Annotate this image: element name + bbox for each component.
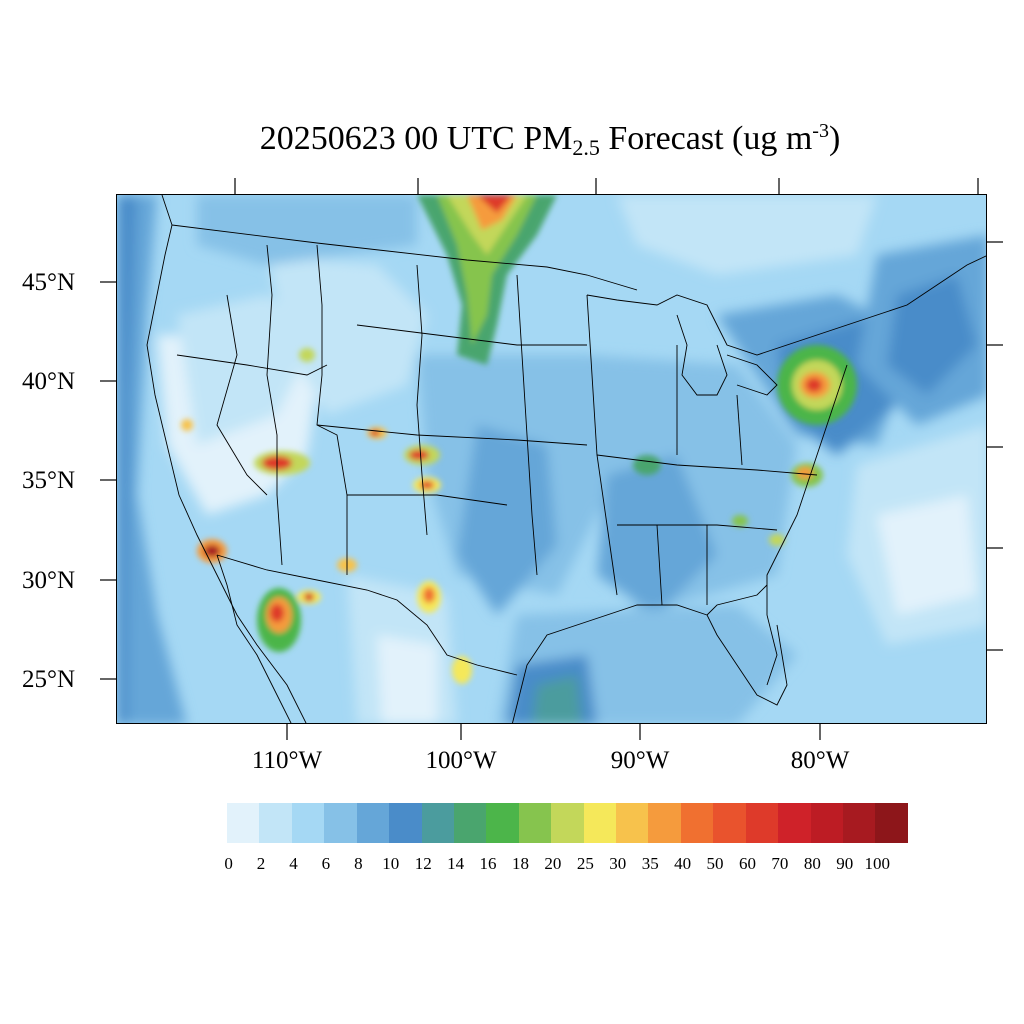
colorbar-label: 60 [738, 854, 756, 873]
colorbar-swatch [875, 803, 908, 843]
colorbar-label: 25 [576, 854, 594, 873]
colorbar-label: 20 [544, 854, 562, 873]
colorbar-label: 4 [289, 854, 298, 873]
colorbar-swatch [389, 803, 422, 843]
colorbar [227, 803, 908, 843]
colorbar-swatch [583, 803, 617, 843]
colorbar-swatch [713, 803, 746, 843]
map-title: 20250623 00 UTC PM2.5 Forecast (ug m-3) [259, 120, 841, 160]
colorbar-label: 50 [706, 854, 724, 873]
lon-label-100w: 100°W [425, 747, 497, 774]
colorbar-swatch [291, 803, 325, 843]
colorbar-label: 2 [256, 854, 266, 873]
colorbar-label: 40 [674, 854, 692, 873]
colorbar-swatch [356, 803, 390, 843]
colorbar-label: 35 [641, 854, 659, 873]
colorbar-swatch [259, 803, 292, 843]
colorbar-swatch [680, 803, 714, 843]
colorbar-label: 12 [414, 854, 432, 873]
colorbar-swatch [745, 803, 779, 843]
map-panel [116, 194, 987, 724]
colorbar-swatch [648, 803, 681, 843]
colorbar-label: 14 [447, 854, 465, 873]
southwest-fire-hotspots [181, 348, 785, 684]
lat-label-30n: 30°N [22, 567, 76, 594]
lon-label-90w: 90°W [610, 747, 670, 774]
colorbar-swatch [453, 803, 487, 843]
colorbar-swatch [421, 803, 454, 843]
colorbar-label: 6 [321, 854, 331, 873]
colorbar-label: 100 [864, 854, 890, 873]
northeast-hotspot [777, 345, 857, 487]
colorbar-swatch [324, 803, 357, 843]
colorbar-label: 10 [382, 854, 400, 873]
colorbar-label: 70 [771, 854, 789, 873]
colorbar-label: 18 [511, 854, 529, 873]
colorbar-label: 8 [354, 854, 363, 873]
lat-label-25n: 25°N [22, 666, 76, 693]
lat-label-40n: 40°N [22, 368, 76, 395]
colorbar-swatch [843, 803, 876, 843]
colorbar-label: 80 [803, 854, 821, 873]
colorbar-swatch [810, 803, 844, 843]
northern-smoke-plume [417, 195, 557, 365]
colorbar-swatch [518, 803, 552, 843]
lat-label-35n: 35°N [22, 467, 76, 494]
pm25-field-map [117, 195, 986, 723]
lon-label-80w: 80°W [790, 747, 850, 774]
lat-label-45n: 45°N [22, 269, 76, 296]
colorbar-label: 90 [836, 854, 854, 873]
colorbar-label: 16 [479, 854, 497, 873]
geographic-boundaries [146, 195, 986, 723]
colorbar-swatch [551, 803, 584, 843]
colorbar-swatch [778, 803, 811, 843]
colorbar-swatch [227, 803, 260, 843]
colorbar-label: 30 [609, 854, 627, 873]
colorbar-swatch [616, 803, 649, 843]
colorbar-swatch [486, 803, 519, 843]
lon-label-110w: 110°W [251, 747, 323, 774]
colorbar-label: 0 [224, 854, 233, 873]
